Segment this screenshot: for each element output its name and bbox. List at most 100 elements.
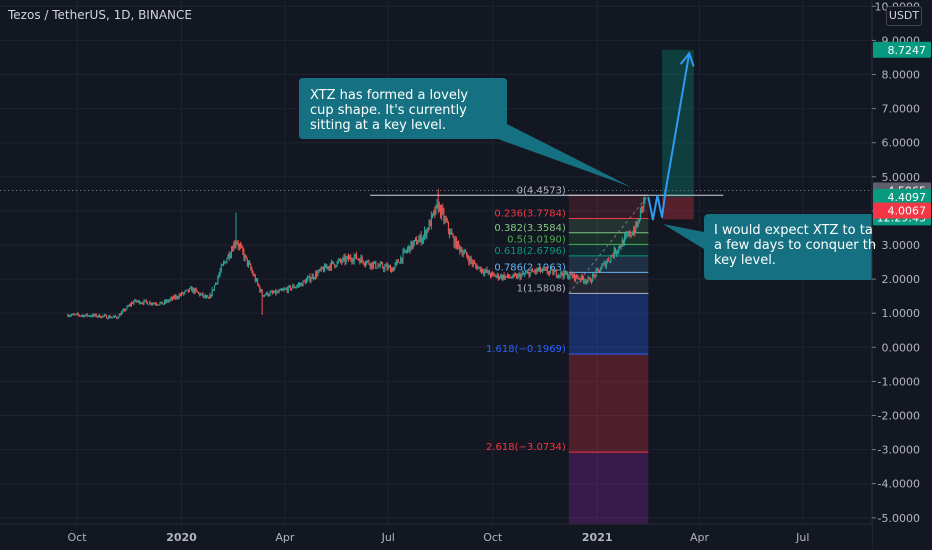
candle-body: [179, 294, 181, 296]
candle-body: [228, 254, 230, 258]
candle-body: [521, 273, 523, 275]
candle-body: [549, 271, 551, 274]
candle-body: [99, 314, 101, 318]
candle-body: [303, 280, 305, 282]
candle-body: [378, 265, 380, 267]
candle-body: [470, 258, 472, 262]
candle-body: [467, 255, 469, 259]
candle-body: [395, 261, 397, 264]
drawings[interactable]: [0, 51, 872, 221]
candle-body: [458, 241, 460, 246]
callout-shapes[interactable]: [299, 78, 878, 280]
candle-body: [161, 301, 163, 305]
currency-button[interactable]: USDT: [886, 6, 922, 26]
candle-body: [596, 268, 598, 271]
candle-body: [394, 263, 396, 268]
candle-body: [238, 245, 240, 247]
candle-body: [277, 291, 279, 293]
candle-body: [265, 294, 267, 296]
candle-body: [218, 274, 220, 278]
candle-body: [269, 292, 271, 296]
candle-body: [198, 292, 200, 294]
projection-path[interactable]: [647, 53, 691, 221]
candle-body: [641, 206, 643, 210]
symbol-title[interactable]: Tezos / TetherUS, 1D, BINANCE: [8, 8, 192, 22]
candle-body: [494, 274, 496, 277]
candle-body: [530, 270, 532, 273]
candle-body: [327, 266, 329, 269]
candle-body: [408, 246, 410, 249]
candle-body: [334, 264, 336, 267]
candle-body: [642, 206, 644, 209]
candle-body: [621, 240, 623, 247]
candle-body: [157, 304, 159, 306]
candle-body: [223, 262, 225, 265]
candle-body: [201, 293, 203, 295]
time-axis[interactable]: Oct 2020 Apr Jul Oct 2021 Apr Jul: [0, 523, 872, 550]
candle-body: [445, 218, 447, 222]
candle-body: [375, 261, 377, 268]
candle-body: [91, 316, 93, 318]
candle-body: [294, 287, 296, 289]
candle-body: [205, 296, 207, 298]
candle-body: [487, 270, 489, 273]
candle-body: [282, 289, 284, 291]
candle-body: [583, 278, 585, 282]
candle-body: [608, 259, 610, 262]
candle-body: [543, 268, 545, 270]
candle-body: [480, 268, 482, 272]
candle-body: [471, 261, 473, 265]
candle-body: [386, 264, 388, 269]
arrow-head: [680, 51, 695, 67]
candle-body: [88, 315, 90, 317]
callout-bubble-2[interactable]: [663, 214, 878, 280]
candle-body: [259, 286, 261, 292]
price-tick-label: -2.0000: [878, 410, 920, 423]
candle-body: [78, 314, 80, 316]
long-position-stop-zone: [661, 196, 694, 220]
candle-body: [194, 289, 196, 293]
callout-bubble-1[interactable]: [299, 78, 631, 187]
candle-body: [610, 255, 612, 261]
candle-body: [509, 276, 511, 278]
candle-body: [141, 303, 143, 305]
candle-body: [213, 285, 215, 290]
candle-body: [199, 292, 201, 296]
candle-body: [92, 314, 94, 317]
candle-body: [296, 285, 298, 287]
candle-body: [419, 235, 421, 240]
candle-body: [311, 275, 313, 279]
candle-body: [485, 269, 487, 271]
candle-body: [315, 272, 317, 278]
candle-body: [629, 231, 631, 236]
candle-body: [554, 270, 556, 272]
candle-body: [237, 243, 239, 247]
candle-body: [148, 304, 150, 306]
candle-body: [82, 315, 84, 317]
candle-body: [291, 287, 293, 290]
candle-body: [387, 266, 389, 269]
candle-body: [343, 256, 345, 259]
candle-body: [589, 278, 591, 282]
candle-body: [352, 261, 354, 263]
candle-body: [368, 260, 370, 265]
candle-body: [433, 210, 435, 214]
candle-body: [177, 297, 179, 299]
candle-body: [144, 300, 146, 302]
candle-body: [143, 300, 145, 304]
candle-body: [187, 289, 189, 292]
price-axis[interactable]: -5.0000 -4.0000 -3.0000 -2.0000 -1.0000 0.000…: [871, 0, 932, 550]
candle-body: [553, 271, 555, 275]
candle-body: [219, 270, 221, 275]
candle-body: [600, 269, 602, 272]
fib-zone: [568, 293, 649, 355]
candle-body: [276, 291, 278, 294]
fib-level-label: 1.618(−0.1969): [486, 344, 566, 355]
candle-body: [165, 300, 167, 303]
candle-body: [577, 277, 579, 279]
candle-body: [526, 272, 528, 274]
candle-body: [436, 203, 438, 205]
candle-body: [142, 303, 144, 305]
